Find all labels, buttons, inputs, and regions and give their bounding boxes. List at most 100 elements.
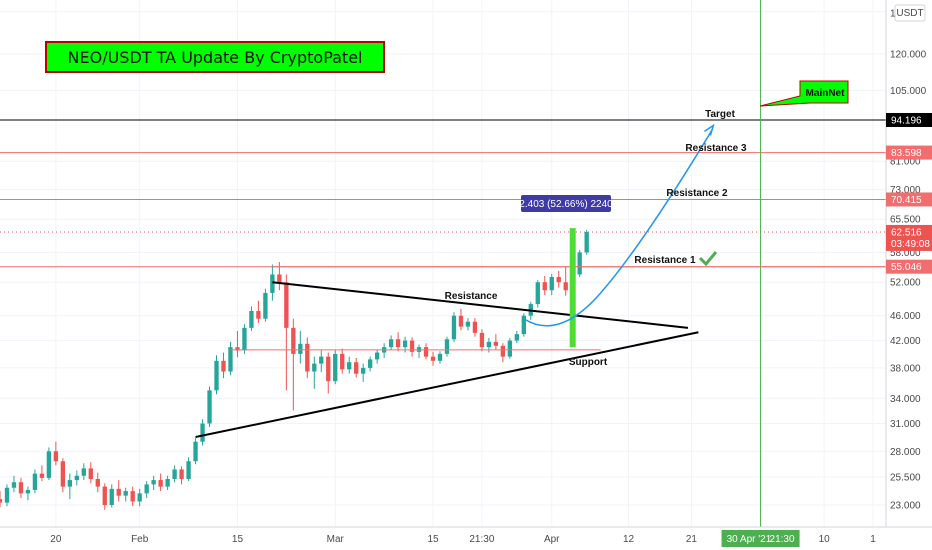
- candle: [549, 273, 554, 296]
- candle: [179, 466, 184, 485]
- candle: [109, 484, 114, 508]
- candle: [451, 312, 457, 342]
- candle-body: [116, 488, 121, 496]
- candle-body: [95, 478, 100, 487]
- chart-annotations: NEO/USDT TA Update By CryptoPatel Target R…: [45, 41, 849, 368]
- candle-body: [458, 315, 464, 327]
- candle: [416, 344, 422, 359]
- candle: [263, 288, 268, 322]
- candle: [32, 469, 38, 494]
- candle-body: [102, 486, 107, 505]
- candle: [214, 355, 219, 395]
- candle-body: [242, 327, 247, 351]
- candle-body: [81, 468, 86, 476]
- candle: [395, 332, 401, 352]
- time-tick-label: 15: [232, 534, 244, 545]
- candle-body: [60, 461, 66, 487]
- candle-body: [130, 491, 135, 502]
- price-axis-bg: [886, 0, 932, 550]
- candle-body: [437, 353, 443, 361]
- candle-body: [270, 274, 275, 293]
- resistance-2-label: Resistance 2: [666, 188, 728, 199]
- candle-body: [193, 441, 198, 462]
- current-price-label: 62.516: [891, 227, 922, 238]
- price-level-tag: [886, 192, 932, 207]
- measure-bar: [569, 228, 576, 348]
- candle: [200, 419, 205, 446]
- candle: [444, 336, 450, 357]
- chart-grid: [0, 0, 886, 527]
- candle: [388, 335, 394, 350]
- candle: [18, 477, 24, 498]
- candle-body: [549, 277, 554, 291]
- price-tick-label: 58.000: [890, 248, 921, 259]
- candle: [172, 465, 177, 483]
- candle: [186, 457, 191, 482]
- measure-label: 22.403 (52.66%) 22403: [514, 199, 619, 210]
- candle: [458, 308, 464, 331]
- candle: [116, 480, 121, 502]
- candle-body: [563, 282, 568, 291]
- candle: [584, 229, 589, 255]
- time-tick-label: Feb: [131, 534, 149, 545]
- candle-body: [507, 340, 513, 357]
- resistance-1-label: Resistance 1: [634, 255, 696, 266]
- time-tick-label: Apr: [544, 534, 560, 545]
- candle: [256, 300, 261, 323]
- candle-body: [88, 468, 93, 479]
- price-tick-label: 105.000: [890, 86, 927, 97]
- candle: [193, 437, 198, 465]
- candle-body: [423, 347, 429, 357]
- candle-body: [333, 353, 338, 382]
- candle: [367, 356, 373, 372]
- time-tick-label: 10: [819, 534, 831, 545]
- candle: [374, 349, 380, 364]
- candle-body: [39, 473, 45, 478]
- time-axis: 20 Feb 15 Mar 15 21:30 Apr 12 21 10 130 Apr '2121:…: [0, 526, 932, 550]
- candle-body: [74, 475, 79, 481]
- candle-body: [319, 356, 324, 364]
- price-tick-label: 120.000: [890, 49, 927, 60]
- candle: [242, 324, 247, 354]
- price-level-tag: [886, 259, 932, 274]
- candle: [361, 363, 366, 382]
- candle: [67, 473, 73, 500]
- candle-body: [11, 482, 17, 488]
- candle: [542, 276, 547, 296]
- chart-title: NEO/USDT TA Update By CryptoPatel: [68, 48, 363, 67]
- candle-body: [347, 362, 352, 370]
- projection-arrow-head: [703, 123, 715, 136]
- candle-body: [158, 480, 163, 487]
- mainnet-callout: [759, 80, 849, 107]
- candle: [319, 349, 324, 373]
- price-tick-label: 31.000: [890, 419, 921, 430]
- triangle-resistance-line: [272, 281, 689, 329]
- candle: [291, 318, 296, 411]
- candle-body: [165, 478, 170, 487]
- candle: [563, 266, 568, 296]
- target-label: Target: [705, 109, 735, 120]
- candle: [326, 352, 331, 394]
- title-box: [45, 41, 385, 73]
- candle: [437, 351, 443, 364]
- candle: [95, 472, 100, 493]
- candle-body: [46, 451, 52, 478]
- candle-body: [451, 315, 457, 340]
- date-marker-label: 30 Apr '21: [727, 534, 772, 545]
- price-level-tag-label: 70.415: [891, 195, 922, 206]
- candle-body: [32, 473, 38, 490]
- time-tick-label: 12: [623, 534, 635, 545]
- candle-body: [249, 311, 254, 328]
- candle: [137, 488, 142, 507]
- candle-body: [235, 347, 240, 351]
- time-tick-label: 1: [870, 534, 876, 545]
- candle-body: [388, 339, 394, 348]
- candle: [235, 330, 240, 358]
- price-tick-label: 28.000: [890, 447, 921, 458]
- candle-body: [207, 390, 212, 424]
- candle: [514, 330, 519, 344]
- candle-body: [214, 360, 219, 391]
- candle-body: [4, 487, 10, 503]
- candle: [312, 356, 317, 389]
